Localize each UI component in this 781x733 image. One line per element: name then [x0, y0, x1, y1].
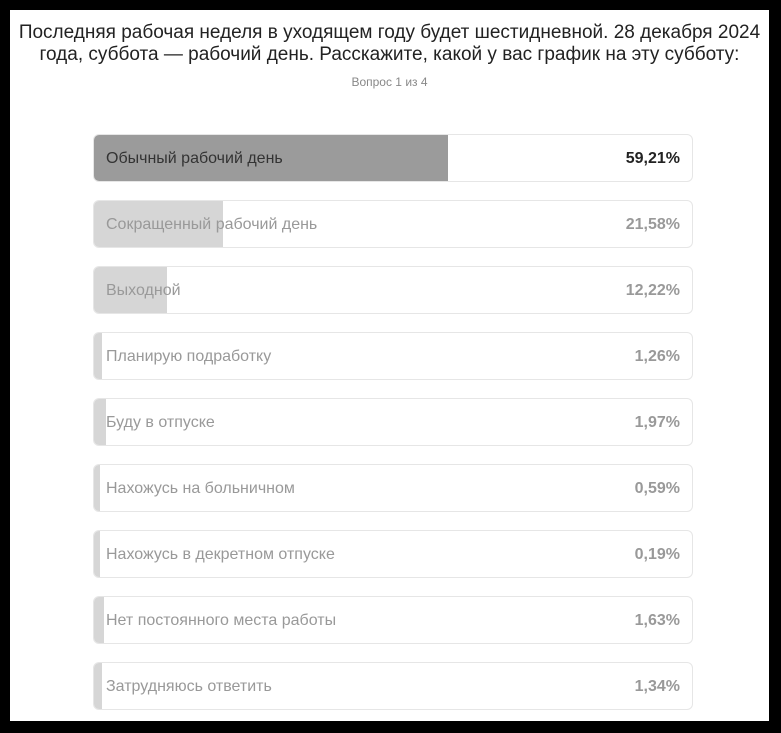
poll-option: Выходной 12,22% [93, 266, 693, 314]
poll-option-bar [94, 135, 449, 181]
poll-option-percent: 59,21% [625, 150, 680, 167]
poll-option-bar [94, 663, 102, 709]
poll-option: Буду в отпуске 1,97% [93, 398, 693, 446]
poll-option-percent: 1,26% [634, 348, 680, 365]
poll-option: Нет постоянного места работы 1,63% [93, 596, 693, 644]
poll-option-percent: 0,59% [634, 480, 680, 497]
poll-option-label: Сокращенный рабочий день [106, 216, 318, 233]
poll-option-bar [94, 597, 104, 643]
poll-question: Последняя рабочая неделя в уходящем году… [18, 22, 761, 65]
poll-option-label: Нахожусь в декретном отпуске [106, 546, 335, 563]
poll-option-percent: 12,22% [625, 282, 680, 299]
poll-option-label: Обычный рабочий день [106, 150, 283, 167]
poll-option-percent: 1,34% [634, 678, 680, 695]
question-progress: Вопрос 1 из 4 [351, 75, 428, 89]
poll-option-bar [94, 465, 100, 511]
poll-option-percent: 21,58% [625, 216, 680, 233]
poll-option-label: Затрудняюсь ответить [106, 678, 272, 695]
poll-option-bar [94, 201, 224, 247]
poll-option-label: Планирую подработку [106, 348, 272, 365]
poll-option-percent: 1,97% [634, 414, 680, 431]
poll-option-label: Буду в отпуске [106, 414, 215, 431]
poll-results: Обычный рабочий день 59,21% Сокращенный ра… [93, 134, 693, 721]
poll-option: Сокращенный рабочий день 21,58% [93, 200, 693, 248]
poll-option-bar [94, 267, 168, 313]
poll-option: Затрудняюсь ответить 1,34% [93, 662, 693, 710]
poll-option-bar [94, 399, 106, 445]
poll-option-bar [94, 333, 102, 379]
poll-option-percent: 1,63% [634, 612, 680, 629]
poll-option: Нахожусь на больничном 0,59% [93, 464, 693, 512]
poll-option-label: Нахожусь на больничном [106, 480, 295, 497]
poll-option: Планирую подработку 1,26% [93, 332, 693, 380]
poll-option: Нахожусь в декретном отпуске 0,19% [93, 530, 693, 578]
poll-card: Последняя рабочая неделя в уходящем году… [10, 10, 769, 721]
poll-option-label: Выходной [106, 282, 181, 299]
poll-option: Обычный рабочий день 59,21% [93, 134, 693, 182]
poll-option-label: Нет постоянного места работы [106, 612, 337, 629]
poll-option-bar [94, 531, 100, 577]
poll-option-percent: 0,19% [634, 546, 680, 563]
